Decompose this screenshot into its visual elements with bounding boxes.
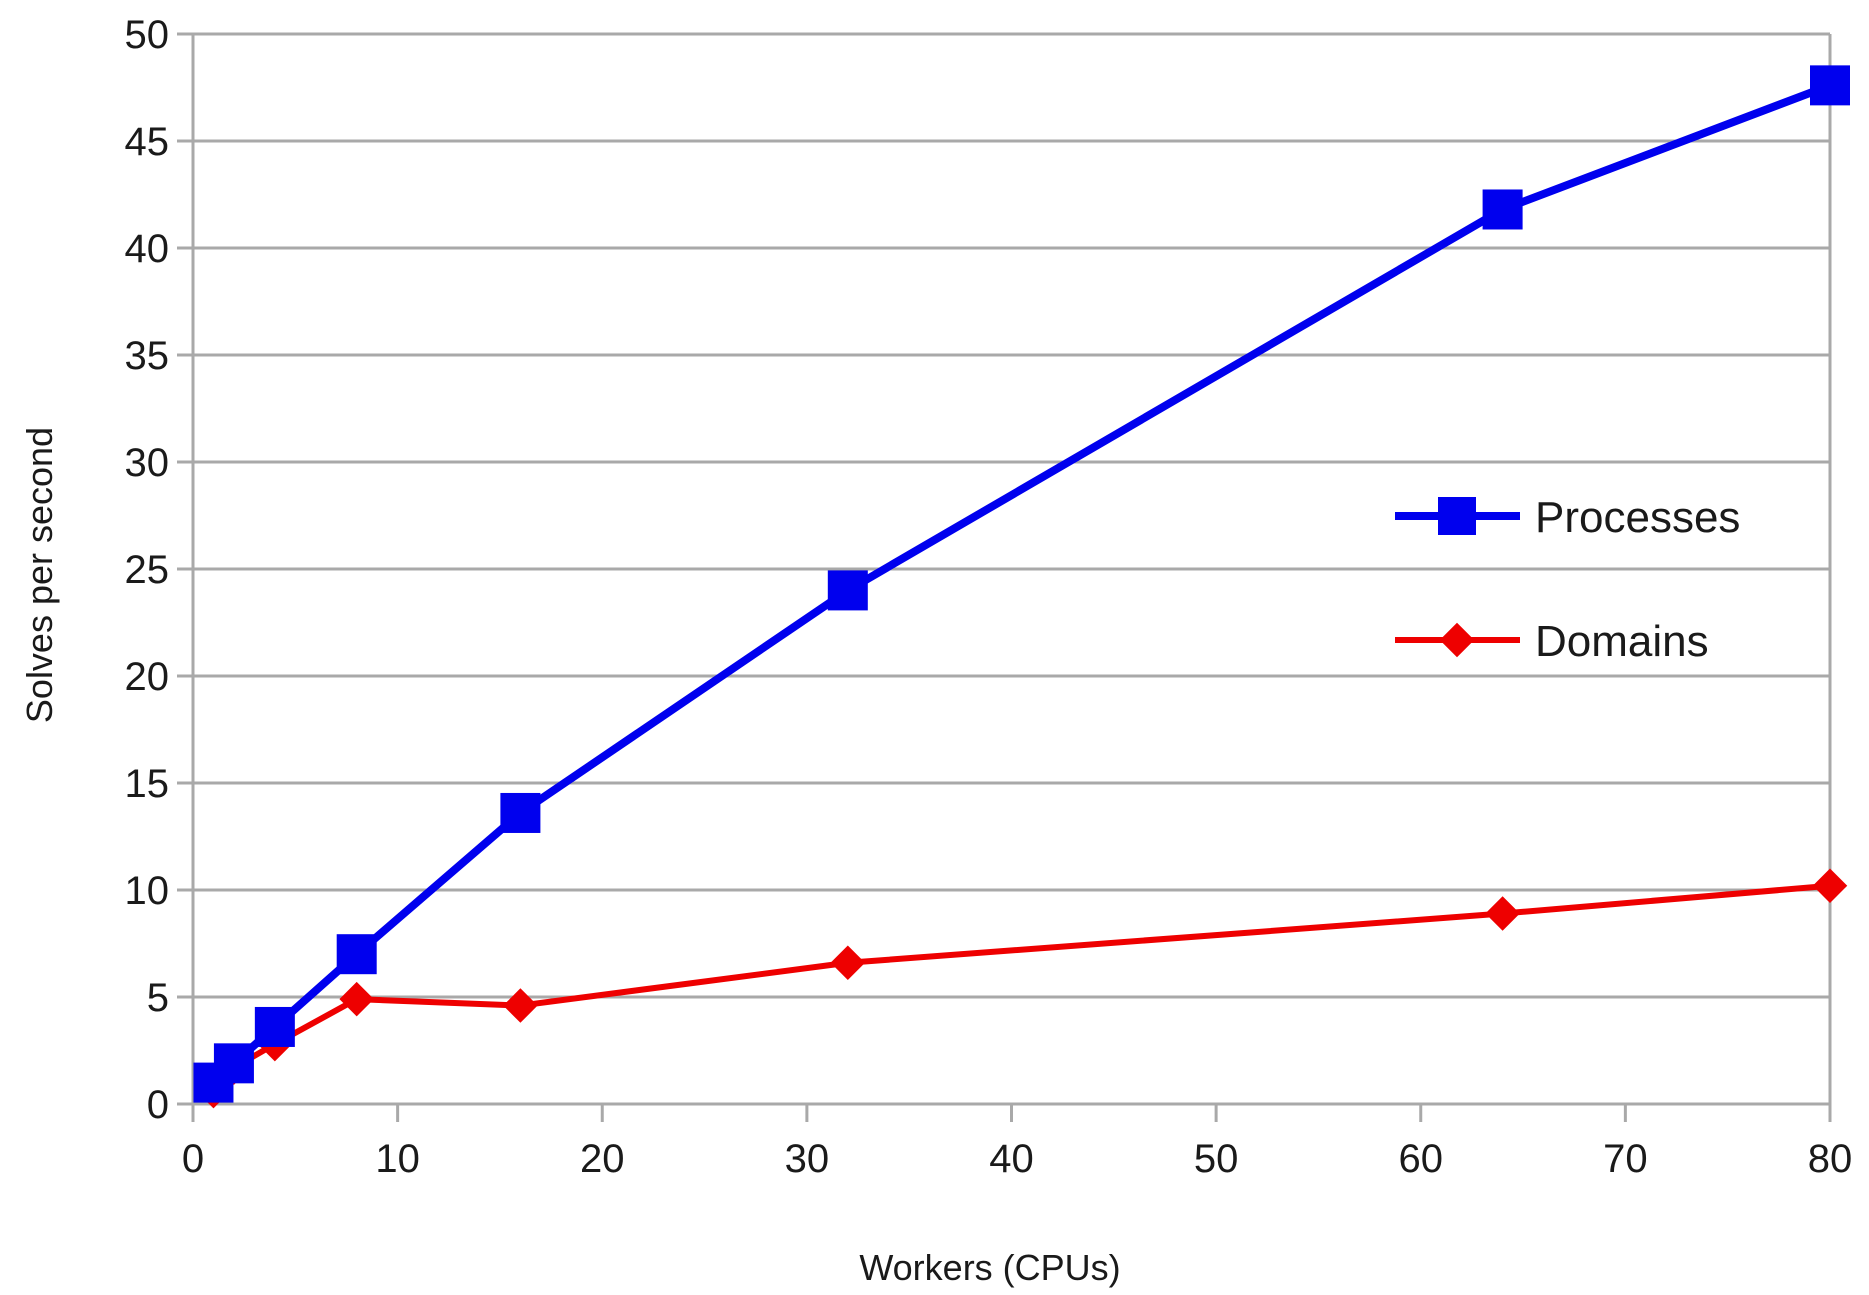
x-tick-label: 20 xyxy=(580,1137,625,1181)
x-tick-labels: 0 10 20 30 40 50 60 70 80 xyxy=(182,1137,1852,1181)
legend-label-processes: Processes xyxy=(1535,493,1740,542)
x-tick-label: 50 xyxy=(1194,1137,1239,1181)
point-processes xyxy=(213,1043,254,1084)
x-tick-label: 70 xyxy=(1603,1137,1648,1181)
y-tick-labels: 0 5 10 15 20 25 30 35 40 45 50 xyxy=(125,13,170,1127)
y-tick-label: 25 xyxy=(125,548,170,592)
series-line-processes xyxy=(210,81,1832,1086)
y-tick-label: 0 xyxy=(147,1083,169,1127)
legend-item-processes: Processes xyxy=(1395,493,1740,542)
x-tick-label: 30 xyxy=(785,1137,830,1181)
series-processes xyxy=(193,65,1850,1103)
y-tick-label: 30 xyxy=(125,441,170,485)
point-domains xyxy=(1812,868,1848,903)
point-processes xyxy=(1810,65,1850,106)
x-axis-title: Workers (CPUs) xyxy=(859,1247,1120,1288)
series xyxy=(193,65,1850,1109)
legend-marker-processes xyxy=(1438,497,1476,535)
x-tick-label: 0 xyxy=(182,1137,204,1181)
point-processes xyxy=(254,1006,295,1047)
point-domains xyxy=(503,988,538,1023)
legend: Processes Domains xyxy=(1395,493,1740,666)
legend-label-domains: Domains xyxy=(1535,617,1709,666)
grid xyxy=(193,32,1830,1106)
y-tick-label: 20 xyxy=(125,655,170,699)
point-processes xyxy=(500,792,541,833)
x-tick-label: 60 xyxy=(1399,1137,1444,1181)
y-tick-label: 45 xyxy=(125,120,170,164)
y-tick-label: 15 xyxy=(125,762,170,806)
y-tick-label: 10 xyxy=(125,869,170,913)
axes xyxy=(177,32,1832,1122)
series-domains xyxy=(196,868,1848,1109)
x-tick-label: 80 xyxy=(1808,1137,1853,1181)
point-domains xyxy=(339,981,374,1017)
y-tick-label: 35 xyxy=(125,334,170,378)
legend-marker-domains xyxy=(1439,622,1475,658)
y-tick-label: 50 xyxy=(125,13,170,57)
x-tick-label: 10 xyxy=(375,1137,420,1181)
series-line-domains xyxy=(211,882,1831,1094)
y-axis-title: Solves per second xyxy=(19,427,60,723)
point-domains xyxy=(1485,896,1520,931)
point-processes xyxy=(1482,189,1523,230)
point-processes xyxy=(336,934,377,975)
point-domains xyxy=(830,945,866,981)
legend-item-domains: Domains xyxy=(1395,617,1709,666)
y-tick-label: 40 xyxy=(125,227,170,271)
x-tick-label: 40 xyxy=(989,1137,1034,1181)
y-tick-label: 5 xyxy=(147,976,169,1020)
point-processes xyxy=(827,570,868,611)
